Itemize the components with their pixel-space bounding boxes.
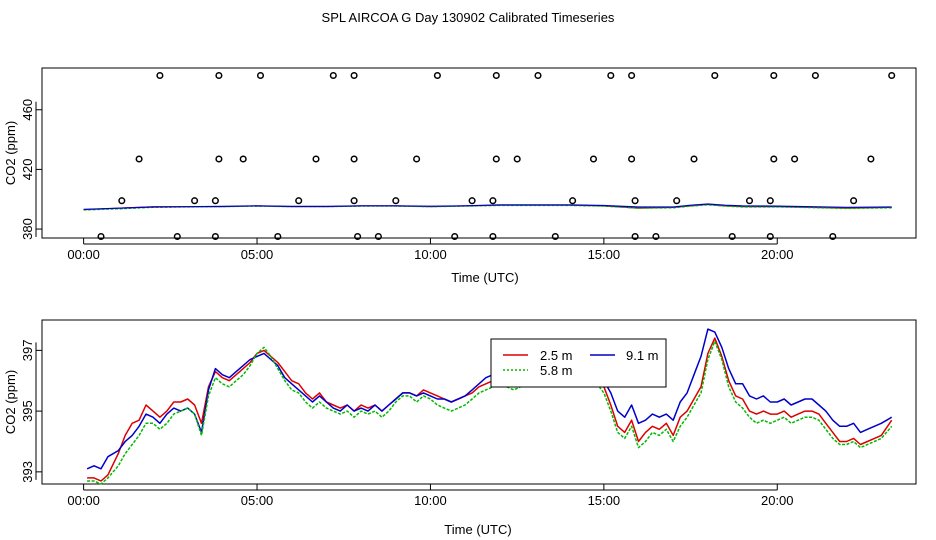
top-data-point [607,71,615,80]
top-data-point [492,155,500,163]
top-data-point [492,71,500,80]
top-data-point [811,71,819,80]
bottom-panel-series-lines [86,328,893,485]
top-data-point [850,197,858,205]
top-data-point [673,197,681,205]
top-data-point [392,197,400,205]
top-data-point [690,155,698,163]
top-data-point [489,197,497,205]
top-data-point [191,197,199,205]
top-x-tick-label: 15:00 [588,247,621,262]
top-data-point [256,71,265,80]
top-series-9-1-mm-line [83,203,892,210]
top-y-tick-label: 420 [20,159,35,181]
top-data-point [118,197,126,205]
top-data-point [551,232,559,241]
top-data-point [888,71,896,80]
top-data-point [631,232,639,241]
legend-label-5-8m: 5.8 m [540,363,573,378]
top-panel-scatter: 00:00 05:00 10:00 15:00 20:00 380 420 460 Time… [3,67,917,285]
top-data-point [513,155,521,163]
top-x-axis-label: Time (UTC) [451,270,518,285]
top-y-axis-label: CO2 (ppm) [3,121,18,185]
bottom-panel-line: 00:00 05:00 10:00 15:00 20:00 393 395 397 Time… [3,319,917,537]
top-data-point [770,71,778,80]
legend-box [490,338,667,388]
top-data-point [867,155,875,163]
top-data-point [211,197,219,205]
top-data-point [652,232,660,241]
top-x-tick-label: 10:00 [414,247,447,262]
bottom-panel-frame [41,319,917,485]
top-data-point [156,71,164,80]
top-data-point [354,232,362,241]
top-data-point [766,197,774,205]
bottom-x-tick-label: 05:00 [241,493,274,508]
top-data-point [350,197,358,205]
top-data-point [350,155,358,163]
top-data-point [274,232,282,241]
top-data-point [489,232,497,241]
top-data-point [628,155,636,163]
top-data-point [534,71,542,80]
top-data-point [173,232,181,241]
top-data-point [770,155,778,163]
top-data-point [215,71,223,80]
top-data-point [211,232,219,241]
top-data-point [791,155,799,163]
top-x-tick-label: 20:00 [761,247,794,262]
top-data-point [451,232,459,241]
top-data-point [569,197,577,205]
top-data-point [97,232,105,241]
bottom-series-2-5-mm-line [87,337,893,482]
top-x-tick-label: 05:00 [241,247,274,262]
legend: 2.5 m 9.1 m 5.8 m [490,338,667,388]
top-data-point [295,197,303,205]
top-data-point [329,71,337,80]
top-data-point [239,155,247,163]
bottom-series-9-1-mm-line [86,328,893,470]
bottom-x-axis: 00:00 05:00 10:00 15:00 20:00 [67,484,794,508]
top-data-point [468,197,476,205]
bottom-y-axis-label: CO2 (ppm) [3,370,18,434]
top-data-point [135,155,143,163]
top-y-tick-label: 380 [20,218,35,240]
figure-title: SPL AIRCOA G Day 130902 Calibrated Times… [322,10,615,25]
top-panel-series-lines [83,203,892,211]
top-data-point [215,155,223,163]
bottom-x-tick-label: 20:00 [761,493,794,508]
bottom-y-tick-label: 395 [20,400,35,422]
bottom-series-5-8-mm-line [87,340,893,485]
top-data-point [728,232,736,241]
legend-label-2-5m: 2.5 m [540,348,573,363]
bottom-y-tick-label: 397 [20,340,35,362]
top-data-point [829,232,837,241]
top-x-axis: 00:00 05:00 10:00 15:00 20:00 [67,238,794,262]
bottom-x-axis-label: Time (UTC) [444,522,511,537]
legend-label-9-1m: 9.1 m [626,348,659,363]
top-panel-frame [41,67,917,239]
bottom-x-tick-label: 15:00 [588,493,621,508]
top-data-point [433,71,441,80]
top-data-point [628,71,636,80]
top-panel-points [97,71,896,241]
top-data-point [413,155,421,163]
bottom-y-tick-label: 393 [20,461,35,483]
top-data-point [374,232,382,241]
top-data-point [711,71,719,80]
top-data-point [766,232,774,241]
top-data-point [631,197,639,205]
top-data-point [745,197,754,205]
top-y-axis: 380 420 460 [20,99,42,240]
top-data-point [589,155,598,163]
bottom-x-tick-label: 10:00 [414,493,447,508]
bottom-x-tick-label: 00:00 [67,493,100,508]
top-x-tick-label: 00:00 [67,247,100,262]
top-data-point [350,71,358,80]
top-y-tick-label: 460 [20,99,35,121]
top-data-point [312,155,320,163]
bottom-y-axis: 393 395 397 [20,340,42,483]
